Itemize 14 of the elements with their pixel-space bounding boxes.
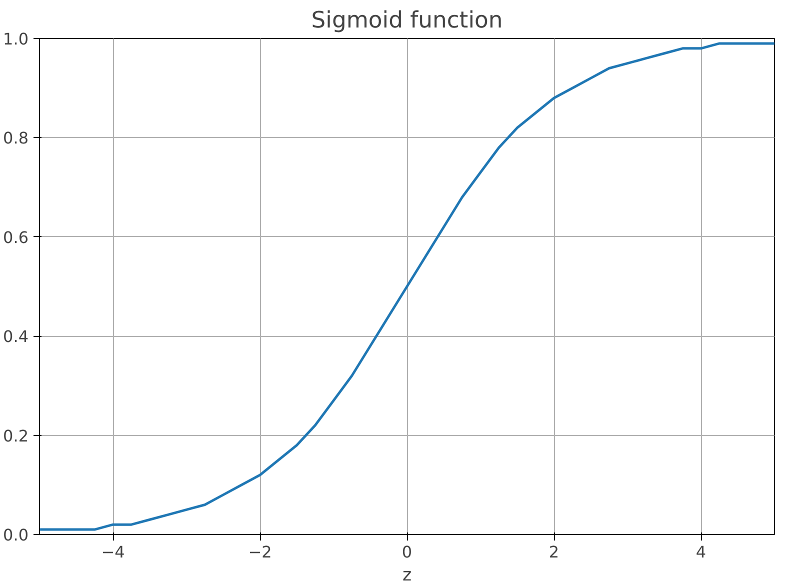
y-tick-label: 1.0 [3,30,29,48]
x-tick-label: 0 [402,542,412,562]
chart-title: Sigmoid function [311,8,503,34]
x-tick-label: 2 [548,542,560,562]
x-tick-label: −4 [101,542,125,562]
y-tick-label: 0.2 [3,426,29,446]
x-axis-title: z [402,566,412,586]
y-tick-label: 0.6 [3,228,29,247]
line-series [40,42,774,531]
x-tick-label: 4 [696,542,706,562]
y-tick-label: 0.0 [3,526,29,544]
x-tick-label: −2 [248,542,272,562]
y-tick-label: 0.8 [3,128,29,148]
y-tick-label: 0.4 [3,327,29,346]
